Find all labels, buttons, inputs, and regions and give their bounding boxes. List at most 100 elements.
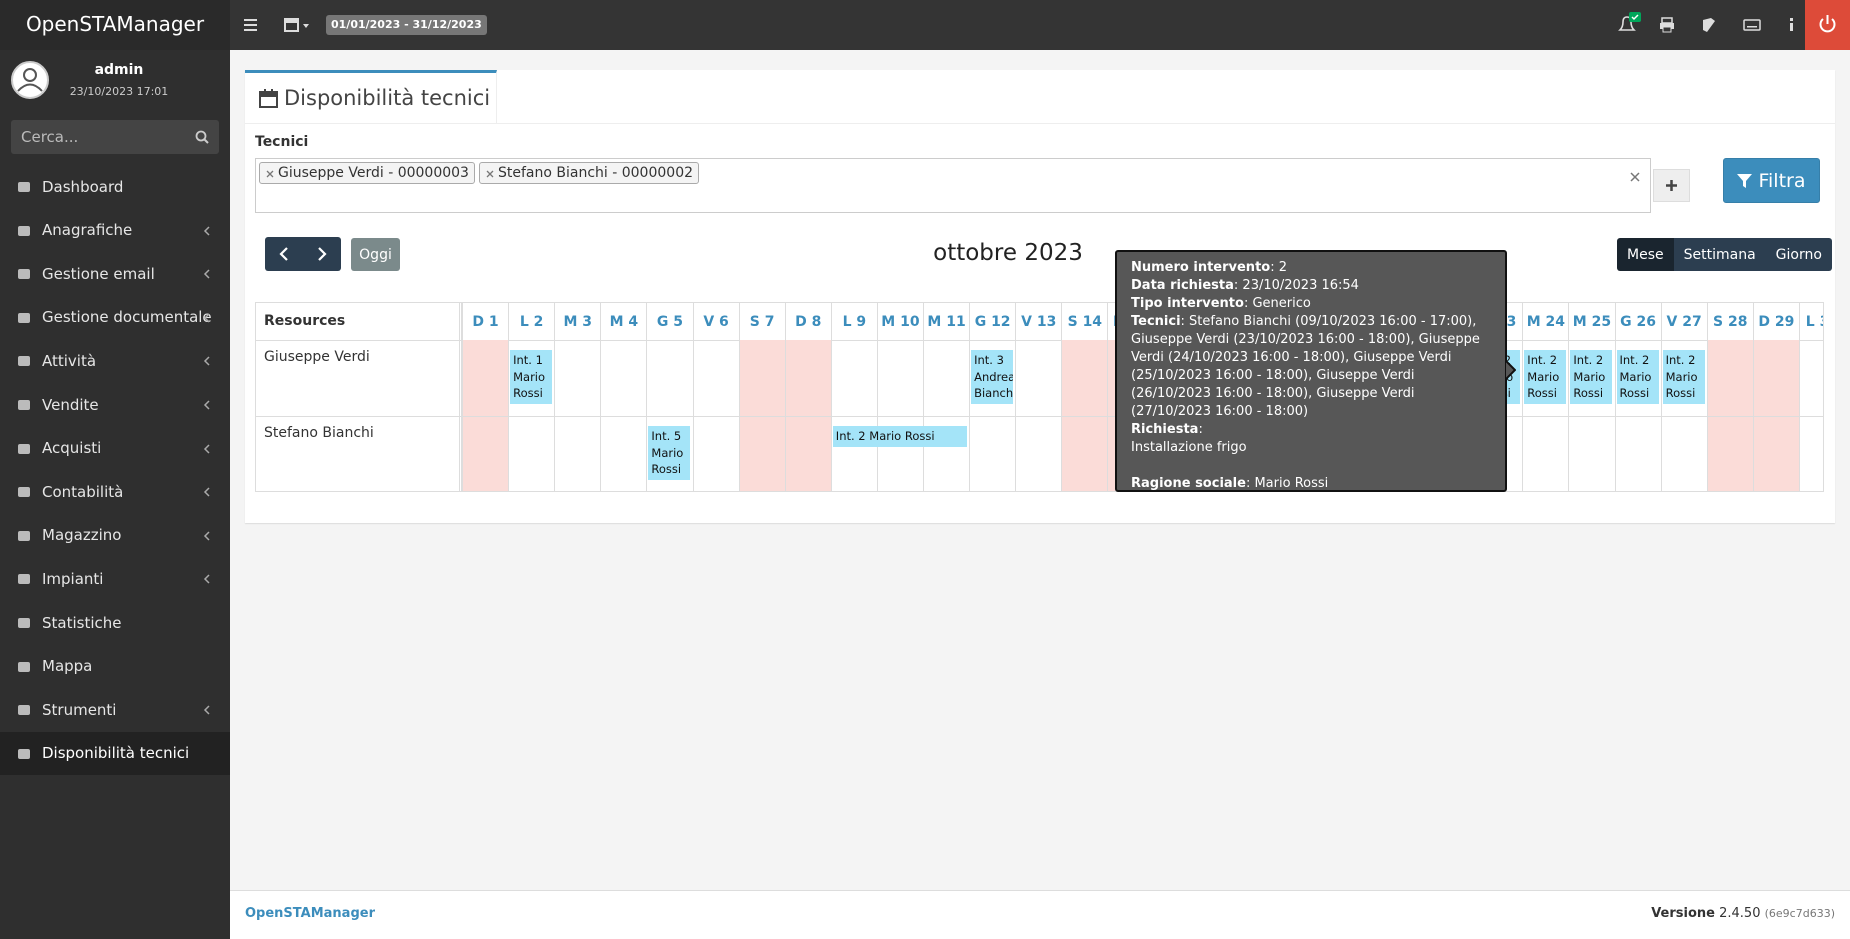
tooltip-label: Data richiesta — [1131, 278, 1234, 293]
event[interactable]: Int. 5 Mario Rossi — [648, 426, 691, 480]
day-header[interactable]: D 8 — [784, 303, 831, 340]
menu-chevron — [203, 531, 210, 541]
menu-item[interactable]: Vendite — [0, 383, 230, 426]
footer-version: Versione 2.4.50 (6e9c7d633) — [1651, 906, 1835, 921]
menu-icon — [18, 225, 30, 236]
user-name[interactable]: admin — [94, 62, 144, 78]
menu-item[interactable]: Gestione documentale — [0, 296, 230, 339]
menu-label: Impianti — [42, 569, 104, 588]
next-button[interactable] — [303, 237, 341, 271]
version: 2.4.50 — [1719, 906, 1761, 921]
day-header[interactable]: D 1 — [462, 303, 508, 340]
technicians-select[interactable]: Giuseppe Verdi - 00000003 Stefano Bianchi… — [255, 158, 1651, 213]
resource-name[interactable]: Stefano Bianchi — [264, 425, 374, 441]
day-header[interactable]: G 26 — [1614, 303, 1661, 340]
prev-button[interactable] — [265, 237, 303, 271]
calendar-title: ottobre 2023 — [933, 240, 1083, 266]
day-header[interactable]: M 25 — [1568, 303, 1614, 340]
print[interactable] — [1659, 17, 1675, 33]
day-header[interactable]: S 28 — [1706, 303, 1753, 340]
menu-chevron — [203, 356, 210, 366]
day-column — [1522, 340, 1568, 491]
event[interactable]: Int. 2 Mario Rossi — [1524, 350, 1567, 404]
tooltip-value: : Generico — [1243, 296, 1311, 311]
footer-brand[interactable]: OpenSTAManager — [245, 906, 375, 921]
filter-button[interactable]: Filtra — [1723, 158, 1820, 203]
event[interactable]: Int. 2 Mario Rossi — [832, 426, 968, 447]
menu-item[interactable]: Attività — [0, 339, 230, 382]
view-button[interactable]: Mese — [1617, 238, 1674, 271]
guide[interactable] — [1701, 17, 1717, 33]
resource-name[interactable]: Giuseppe Verdi — [264, 349, 370, 365]
day-header[interactable]: D 29 — [1752, 303, 1799, 340]
day-header[interactable]: M 4 — [600, 303, 646, 340]
day-header[interactable]: M 24 — [1522, 303, 1568, 340]
day-header[interactable]: M 10 — [876, 303, 923, 340]
menu-item[interactable]: Anagrafiche — [0, 209, 230, 252]
day-header[interactable]: V 27 — [1660, 303, 1707, 340]
selected-tag[interactable]: Giuseppe Verdi - 00000003 — [259, 162, 475, 184]
search-box[interactable]: Cerca... — [11, 120, 219, 154]
today-button[interactable]: Oggi — [351, 238, 400, 271]
build: (6e9c7d633) — [1764, 907, 1835, 920]
day-header[interactable]: L 9 — [830, 303, 877, 340]
day-header[interactable]: V 13 — [1015, 303, 1061, 340]
menu-label: Vendite — [42, 395, 99, 414]
logout[interactable] — [1805, 0, 1850, 50]
day-header[interactable]: V 6 — [692, 303, 739, 340]
tab[interactable]: Disponibilità tecnici — [245, 70, 497, 124]
period-badge[interactable]: 01/01/2023 - 31/12/2023 — [326, 15, 487, 35]
tooltip-field: Data richiesta: 23/10/2023 16:54 — [1131, 277, 1491, 295]
menu-chevron — [203, 705, 210, 715]
tooltip-label: Tipo intervento — [1131, 296, 1244, 311]
day-column — [554, 340, 600, 491]
day-column — [1706, 340, 1753, 491]
menu-item[interactable]: Acquisti — [0, 427, 230, 470]
footer — [230, 890, 1850, 939]
menu-item[interactable]: Disponibilità tecnici — [0, 731, 230, 775]
menu-icon — [18, 530, 30, 541]
menu-item[interactable]: Mappa — [0, 645, 230, 688]
menu-toggle[interactable] — [243, 17, 259, 33]
event[interactable]: Int. 3 Andrea Bianchi — [971, 350, 1014, 404]
header-divider — [256, 340, 1823, 341]
day-header[interactable]: G 5 — [646, 303, 692, 340]
day-header[interactable]: M 11 — [923, 303, 969, 340]
view-button[interactable]: Giorno — [1765, 238, 1832, 271]
day-header[interactable]: G 12 — [969, 303, 1015, 340]
info[interactable] — [1787, 17, 1797, 33]
menu-item[interactable]: Strumenti — [0, 688, 230, 731]
menu-chevron — [203, 269, 210, 279]
add-button[interactable] — [1653, 169, 1690, 202]
view-button[interactable]: Settimana — [1673, 238, 1766, 271]
day-header[interactable]: M 3 — [554, 303, 600, 340]
selected-tag[interactable]: Stefano Bianchi - 00000002 — [479, 162, 700, 184]
day-column — [969, 340, 1015, 491]
menu-label: Dashboard — [42, 177, 124, 196]
event[interactable]: Int. 1 Mario Rossi — [510, 350, 553, 404]
menu-item[interactable]: Dashboard — [0, 165, 230, 208]
tab-divider — [245, 123, 1835, 124]
clear-selection[interactable] — [1629, 171, 1641, 183]
shortcuts[interactable] — [1743, 17, 1761, 33]
remove-tag[interactable] — [266, 170, 274, 178]
brand[interactable]: OpenSTAManager — [25, 12, 205, 36]
event[interactable]: Int. 2 Mario Rossi — [1570, 350, 1613, 404]
tooltip-label: Numero intervento — [1131, 260, 1271, 275]
day-header[interactable]: S 7 — [738, 303, 785, 340]
menu-item[interactable]: Gestione email — [0, 252, 230, 295]
remove-tag[interactable] — [486, 170, 494, 178]
menu-item[interactable]: Magazzino — [0, 514, 230, 557]
day-header[interactable]: S 14 — [1061, 303, 1107, 340]
menu-icon — [18, 182, 30, 192]
event[interactable]: Int. 2 Mario Rossi — [1662, 350, 1705, 404]
event[interactable]: Int. 2 Mario Rossi — [1616, 350, 1659, 404]
day-header[interactable]: L 2 — [508, 303, 554, 340]
period-picker[interactable] — [284, 16, 312, 34]
day-header[interactable]: L 30 — [1798, 303, 1823, 340]
menu-chevron — [203, 226, 210, 236]
menu-item[interactable]: Contabilità — [0, 470, 230, 513]
menu-item[interactable]: Statistiche — [0, 601, 230, 644]
notifications[interactable] — [1616, 12, 1642, 38]
menu-item[interactable]: Impianti — [0, 557, 230, 600]
